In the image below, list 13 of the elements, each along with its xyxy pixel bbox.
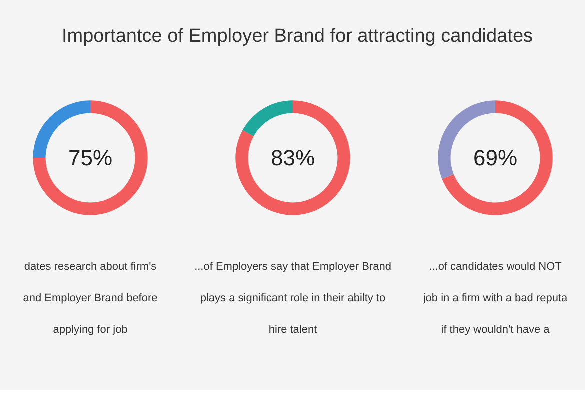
text: applying for job bbox=[53, 324, 128, 336]
data-label: 75% bbox=[68, 146, 113, 170]
text: hire talent bbox=[268, 324, 318, 336]
data-label: 83% bbox=[270, 146, 316, 170]
text: ...of candidates would NOT bbox=[429, 260, 562, 273]
text: and Employer Brand before bbox=[23, 292, 158, 304]
text: plays a significant role in their abilty to bbox=[200, 292, 386, 304]
text: Importantce of Employer Brand for attracting candidates bbox=[62, 25, 534, 49]
data-label: 69% bbox=[473, 146, 518, 170]
text: dates research about firm's bbox=[24, 260, 158, 273]
text: ...of Employers say that Employer Brand bbox=[194, 260, 392, 273]
text: job in a firm with a bad reputa bbox=[422, 292, 569, 304]
text: if they wouldn't have a bbox=[441, 324, 551, 336]
